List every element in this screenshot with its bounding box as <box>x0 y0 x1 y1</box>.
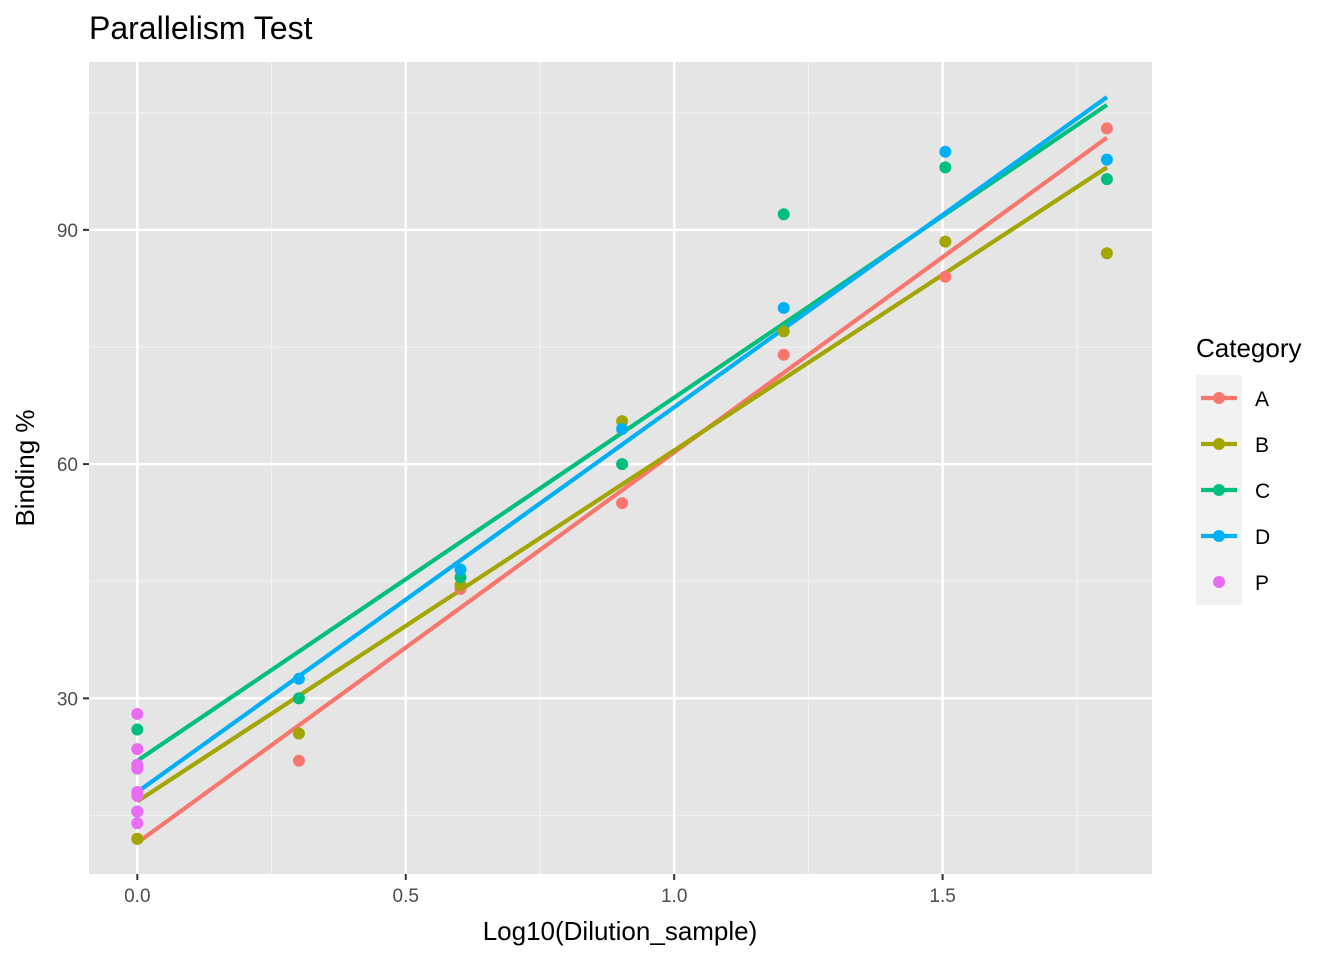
legend-key-point <box>1213 530 1225 542</box>
point-a <box>292 754 305 767</box>
point-b <box>939 235 952 248</box>
point-d <box>454 563 467 576</box>
point-c <box>131 723 144 736</box>
y-tick-label: 90 <box>57 221 78 242</box>
point-p <box>131 817 144 830</box>
point-b <box>292 727 305 740</box>
point-a <box>777 348 790 361</box>
point-c <box>1100 173 1113 186</box>
legend-key-point <box>1213 484 1225 496</box>
x-tick-label: 1.0 <box>661 886 687 907</box>
y-tick-label: 30 <box>57 689 78 710</box>
point-d <box>777 301 790 314</box>
point-d <box>939 145 952 158</box>
point-p <box>131 789 144 802</box>
legend-key-point <box>1213 576 1225 588</box>
point-c <box>777 208 790 221</box>
point-b <box>131 832 144 845</box>
fit-line-a <box>136 136 1109 845</box>
grid-minor <box>89 62 1152 874</box>
point-b <box>777 325 790 338</box>
legend-key-point <box>1213 438 1225 450</box>
x-tick-label: 0.0 <box>124 886 150 907</box>
x-axis-title: Log10(Dilution_sample) <box>483 916 758 946</box>
legend-label: P <box>1255 572 1269 595</box>
point-b <box>1100 247 1113 260</box>
point-a <box>616 497 629 510</box>
point-a <box>939 270 952 283</box>
point-d <box>616 422 629 435</box>
legend-label: B <box>1255 434 1269 457</box>
point-p <box>131 762 144 775</box>
legend-label: D <box>1255 526 1270 549</box>
point-c <box>616 458 629 471</box>
point-p <box>131 743 144 756</box>
legend-label: A <box>1255 388 1269 411</box>
point-c <box>939 161 952 174</box>
point-a <box>1100 122 1113 135</box>
legend-key-point <box>1213 392 1225 404</box>
point-c <box>292 692 305 705</box>
y-tick-label: 60 <box>57 455 78 476</box>
x-tick-label: 1.5 <box>929 886 955 907</box>
y-axis: 30 60 90 <box>57 221 89 710</box>
point-p <box>131 707 144 720</box>
chart-title: Parallelism Test <box>89 10 313 46</box>
y-axis-title: Binding % <box>10 409 40 526</box>
point-p <box>131 805 144 818</box>
point-d <box>292 672 305 685</box>
x-axis: 0.0 0.5 1.0 1.5 <box>124 874 956 907</box>
data-points <box>131 122 1113 845</box>
x-tick-label: 0.5 <box>393 886 419 907</box>
point-d <box>1100 153 1113 166</box>
legend-title: Category <box>1196 333 1302 363</box>
legend-label: C <box>1255 480 1270 503</box>
